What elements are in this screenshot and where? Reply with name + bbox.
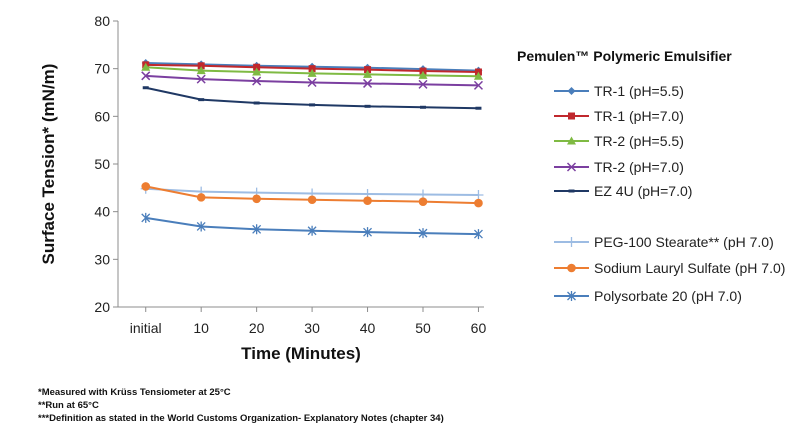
plot-area	[140, 58, 484, 240]
legend-label: TR-2 (pH=7.0)	[594, 159, 684, 175]
data-point	[196, 74, 206, 84]
data-point	[196, 193, 206, 202]
series-line	[145, 74, 479, 87]
legend-marker	[567, 263, 576, 273]
data-point	[196, 66, 206, 75]
data-point	[308, 65, 316, 73]
y-tick-label: 20	[94, 299, 110, 315]
legend-label: Polysorbate 20 (pH 7.0)	[594, 288, 742, 304]
legend-label: Sodium Lauryl Sulfate (pH 7.0)	[594, 260, 785, 276]
legend-label: TR-1 (pH=7.0)	[594, 108, 684, 124]
y-tick-label: 30	[94, 251, 110, 267]
data-point	[141, 182, 151, 191]
legend: Pemulen™ Polymeric Emulsifier TR-1 (pH=5.…	[517, 48, 785, 304]
data-point	[307, 225, 317, 236]
data-point	[141, 62, 151, 71]
legend-item-8: Polysorbate 20 (pH 7.0)	[554, 288, 742, 304]
data-point	[141, 212, 151, 223]
data-point	[418, 228, 428, 239]
data-point	[252, 194, 261, 204]
footnotes: *Measured with Krüss Tensiometer at 25°C…	[38, 386, 444, 425]
legend-label: TR-1 (pH=5.5)	[594, 83, 684, 99]
series-7	[141, 182, 483, 208]
data-point	[307, 68, 317, 77]
data-point	[363, 196, 372, 206]
x-tick-label: 10	[193, 320, 209, 336]
footnote-1: *Measured with Krüss Tensiometer at 25°C	[38, 387, 231, 398]
footnote-3: ***Definition as stated in the World Cus…	[38, 413, 444, 424]
x-tick-label: 40	[360, 320, 376, 336]
legend-item-7: Sodium Lauryl Sulfate (pH 7.0)	[554, 260, 785, 276]
series-8	[141, 212, 483, 240]
x-tick-label: 50	[415, 320, 431, 336]
data-point	[418, 70, 428, 79]
data-point	[196, 221, 206, 232]
legend-marker	[567, 87, 576, 95]
legend-label: EZ 4U (pH=7.0)	[594, 183, 692, 199]
legend-marker	[566, 162, 577, 172]
data-point	[474, 198, 483, 208]
series-3	[141, 62, 483, 80]
legend-item-5: EZ 4U (pH=7.0)	[554, 183, 692, 199]
y-tick-label: 50	[94, 156, 110, 172]
series-6	[140, 183, 484, 200]
y-tick-label: 60	[94, 108, 110, 124]
x-tick-label: 30	[304, 320, 320, 336]
legend-marker	[567, 136, 576, 145]
data-point	[252, 76, 262, 86]
legend-item-6: PEG-100 Stearate** (pH 7.0)	[554, 234, 774, 250]
data-point	[197, 62, 205, 70]
chart-axes: 20 30 40 50 60 70 80 initial 10 20 30 40 50 60 Time (M…	[39, 13, 486, 363]
data-point	[141, 71, 151, 81]
series-4	[141, 71, 483, 90]
data-point	[252, 67, 262, 76]
data-point	[307, 77, 317, 88]
legend-label: TR-2 (pH=5.5)	[594, 133, 684, 149]
legend-label: PEG-100 Stearate** (pH 7.0)	[594, 234, 774, 250]
data-point	[363, 78, 373, 88]
data-point	[363, 227, 373, 238]
x-tick-label: 20	[249, 320, 265, 336]
legend-item-2: TR-1 (pH=7.0)	[554, 108, 684, 124]
y-axis-title: Surface Tension* (mN/m)	[39, 64, 58, 265]
x-tick-label: initial	[130, 320, 162, 336]
data-point	[473, 189, 484, 200]
data-point	[473, 229, 483, 240]
x-axis-title: Time (Minutes)	[241, 344, 361, 363]
x-tick-label: 60	[471, 320, 487, 336]
data-point	[252, 224, 262, 235]
data-point	[473, 71, 483, 80]
legend-marker	[568, 112, 575, 120]
legend-marker	[566, 237, 577, 247]
legend-marker	[567, 291, 576, 301]
legend-item-1: TR-1 (pH=5.5)	[554, 83, 684, 99]
data-point	[253, 63, 261, 71]
data-point	[364, 66, 372, 74]
series-5	[142, 86, 482, 110]
data-point	[363, 69, 373, 78]
y-tick-label: 80	[94, 13, 110, 29]
data-point	[418, 197, 428, 206]
data-point	[473, 80, 483, 90]
data-point	[307, 195, 317, 205]
y-tick-label: 70	[94, 61, 110, 77]
legend-title: Pemulen™ Polymeric Emulsifier	[517, 48, 732, 64]
legend-item-3: TR-2 (pH=5.5)	[554, 133, 684, 149]
y-tick-label: 40	[94, 204, 110, 220]
data-point	[418, 79, 428, 89]
legend-item-4: TR-2 (pH=7.0)	[554, 159, 684, 175]
footnote-2: **Run at 65°C	[38, 400, 99, 411]
